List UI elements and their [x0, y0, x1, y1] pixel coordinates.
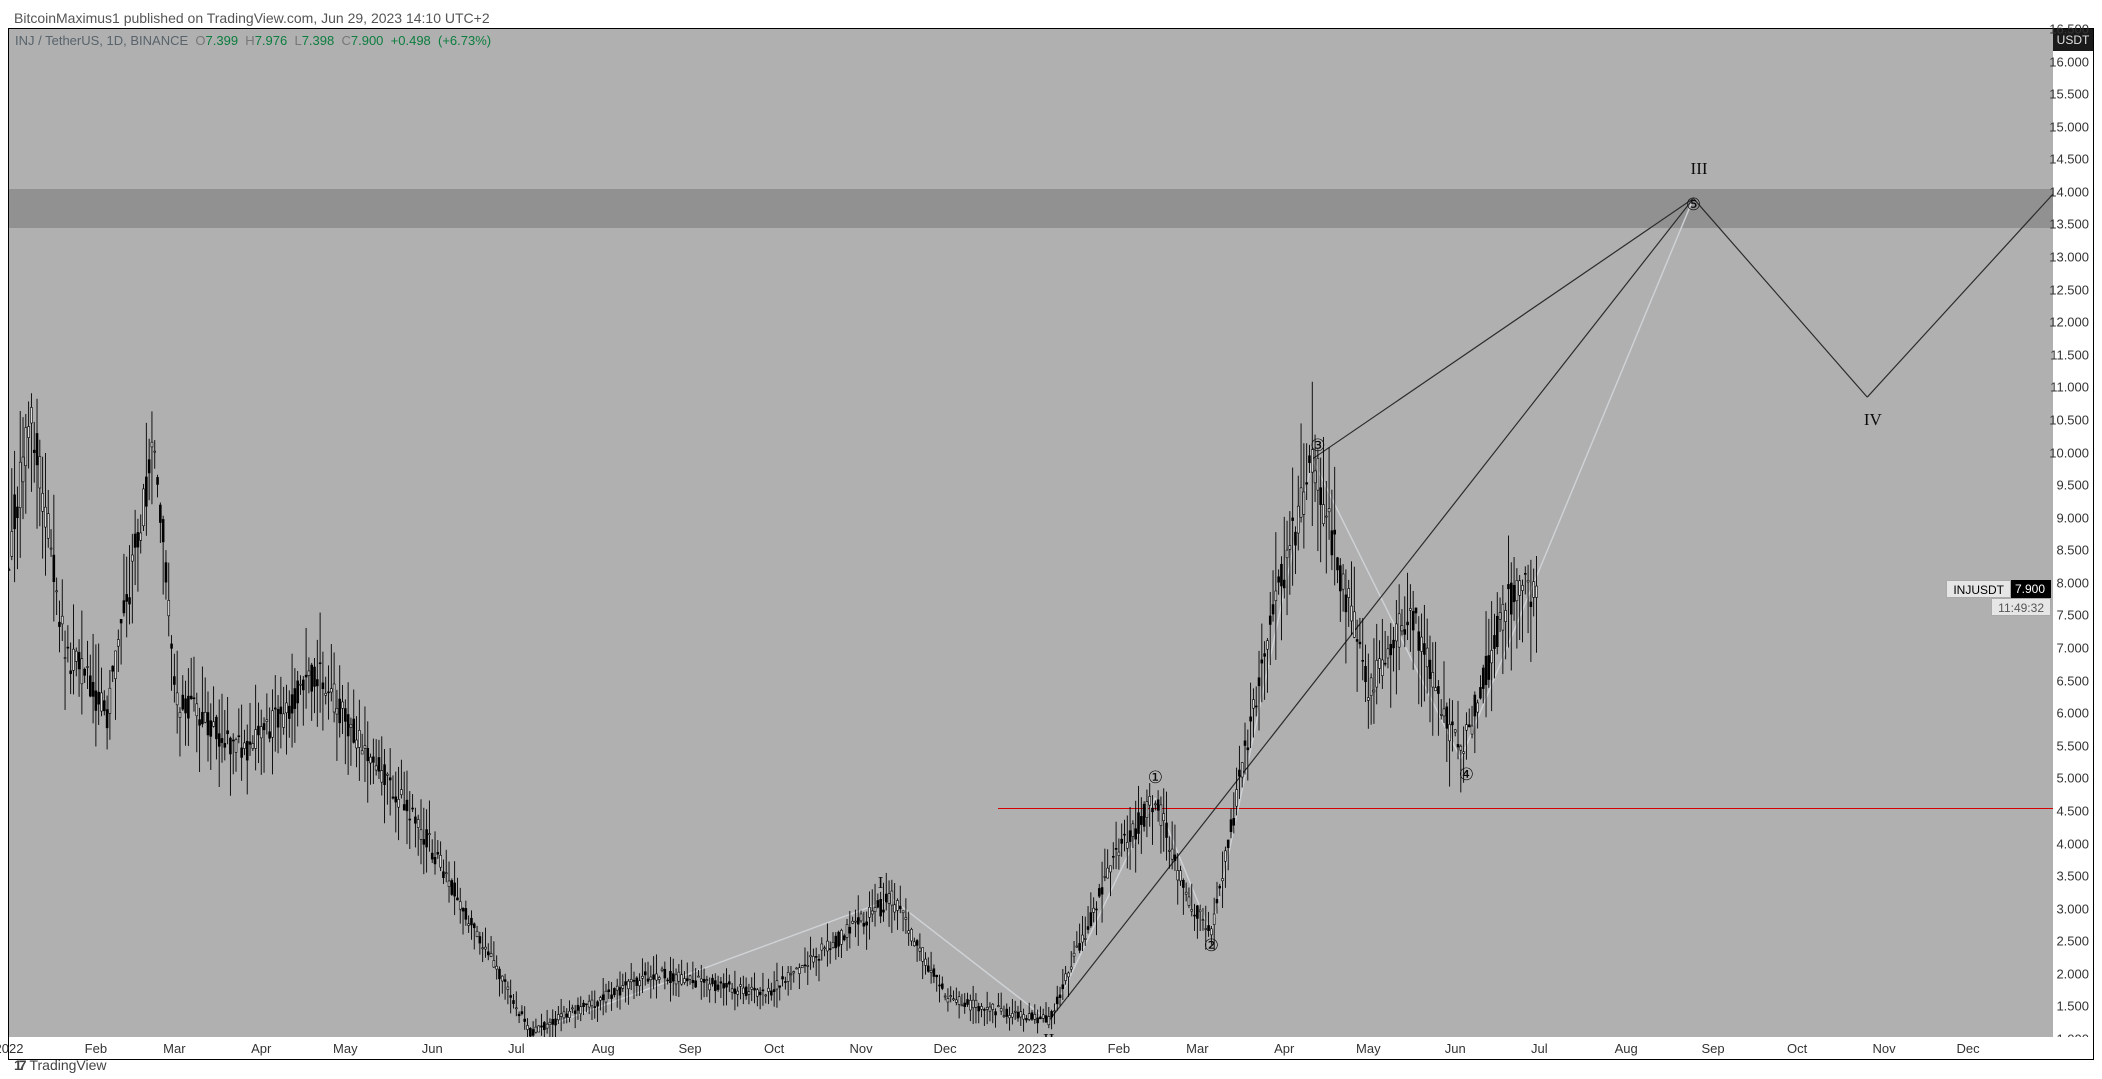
last-price-tag: 7.900 — [2009, 580, 2051, 598]
y-tick: 1.500 — [2056, 999, 2089, 1014]
y-tick: 15.000 — [2049, 119, 2089, 134]
symbol-price-tag: INJUSDT — [1946, 580, 2011, 598]
y-tick: 11.000 — [2050, 380, 2089, 395]
x-tick: Jun — [422, 1041, 443, 1056]
y-tick: 2.500 — [2056, 934, 2089, 949]
axis-corner — [2053, 1037, 2093, 1059]
x-tick: Apr — [251, 1041, 271, 1056]
y-tick: 10.000 — [2049, 445, 2089, 460]
symbol-label: INJ / TetherUS, 1D, BINANCE — [15, 33, 188, 48]
y-tick: 4.000 — [2056, 836, 2089, 851]
y-tick: 14.000 — [2049, 184, 2089, 199]
price-plot[interactable]: INJ / TetherUS, 1D, BINANCE O7.399 H7.97… — [9, 29, 2055, 1039]
wave-label: IV — [1864, 410, 1882, 430]
y-tick: 12.000 — [2049, 315, 2089, 330]
x-tick: Nov — [1872, 1041, 1895, 1056]
y-tick: 5.000 — [2056, 771, 2089, 786]
x-tick: Jul — [508, 1041, 525, 1056]
x-tick: Oct — [1787, 1041, 1807, 1056]
ohlc-legend: INJ / TetherUS, 1D, BINANCE O7.399 H7.97… — [15, 33, 491, 48]
y-tick: 8.000 — [2056, 575, 2089, 590]
y-tick: 3.000 — [2056, 901, 2089, 916]
y-tick: 8.500 — [2056, 543, 2089, 558]
y-tick: 7.500 — [2056, 608, 2089, 623]
publish-info: BitcoinMaximus1 published on TradingView… — [14, 10, 490, 26]
x-tick: Oct — [764, 1041, 784, 1056]
y-tick: 9.500 — [2056, 478, 2089, 493]
y-tick: 3.500 — [2056, 869, 2089, 884]
x-tick: Nov — [849, 1041, 872, 1056]
y-tick: 5.500 — [2056, 738, 2089, 753]
candlesticks — [9, 29, 2055, 1039]
x-tick: Aug — [592, 1041, 615, 1056]
x-tick: Mar — [1186, 1041, 1208, 1056]
y-tick: 16.500 — [2049, 22, 2089, 37]
countdown-tag: 11:49:32 — [1991, 598, 2051, 616]
wave-label: I — [878, 873, 884, 893]
y-tick: 15.500 — [2049, 87, 2089, 102]
x-tick: Jul — [1531, 1041, 1548, 1056]
y-axis: USDT 1.0001.5002.0002.5003.0003.5004.000… — [2053, 29, 2093, 1039]
y-tick: 16.000 — [2049, 54, 2089, 69]
x-axis: 2022FebMarAprMayJunJulAugSepOctNovDec202… — [9, 1037, 2055, 1059]
x-tick: 2022 — [0, 1041, 23, 1056]
wave-label: ③ — [1310, 436, 1325, 456]
wave-label: ② — [1204, 936, 1219, 956]
x-tick: Sep — [1701, 1041, 1724, 1056]
wave-label: ⑤ — [1686, 195, 1701, 215]
wave-label: III — [1691, 159, 1708, 179]
x-tick: Feb — [1108, 1041, 1130, 1056]
y-tick: 12.500 — [2049, 282, 2089, 297]
y-tick: 6.500 — [2056, 673, 2089, 688]
x-tick: Mar — [163, 1041, 185, 1056]
y-tick: 11.500 — [2050, 347, 2089, 362]
y-tick: 6.000 — [2056, 706, 2089, 721]
y-tick: 10.500 — [2049, 412, 2089, 427]
y-tick: 9.000 — [2056, 510, 2089, 525]
x-tick: Aug — [1615, 1041, 1638, 1056]
x-tick: Jun — [1445, 1041, 1466, 1056]
x-tick: Dec — [934, 1041, 957, 1056]
x-tick: Apr — [1274, 1041, 1294, 1056]
x-tick: May — [1356, 1041, 1381, 1056]
wave-label: ④ — [1459, 765, 1474, 785]
chart-frame: INJ / TetherUS, 1D, BINANCE O7.399 H7.97… — [8, 28, 2094, 1060]
wave-label: ① — [1148, 768, 1163, 788]
y-tick: 7.000 — [2056, 641, 2089, 656]
y-tick: 13.500 — [2049, 217, 2089, 232]
y-tick: 2.000 — [2056, 966, 2089, 981]
watermark: 17 TradingView — [14, 1057, 107, 1073]
x-tick: May — [333, 1041, 358, 1056]
x-tick: Sep — [678, 1041, 701, 1056]
y-tick: 4.500 — [2056, 803, 2089, 818]
x-tick: 2023 — [1018, 1041, 1047, 1056]
y-tick: 13.000 — [2049, 250, 2089, 265]
y-tick: 14.500 — [2049, 152, 2089, 167]
x-tick: Dec — [1957, 1041, 1980, 1056]
x-tick: Feb — [85, 1041, 107, 1056]
